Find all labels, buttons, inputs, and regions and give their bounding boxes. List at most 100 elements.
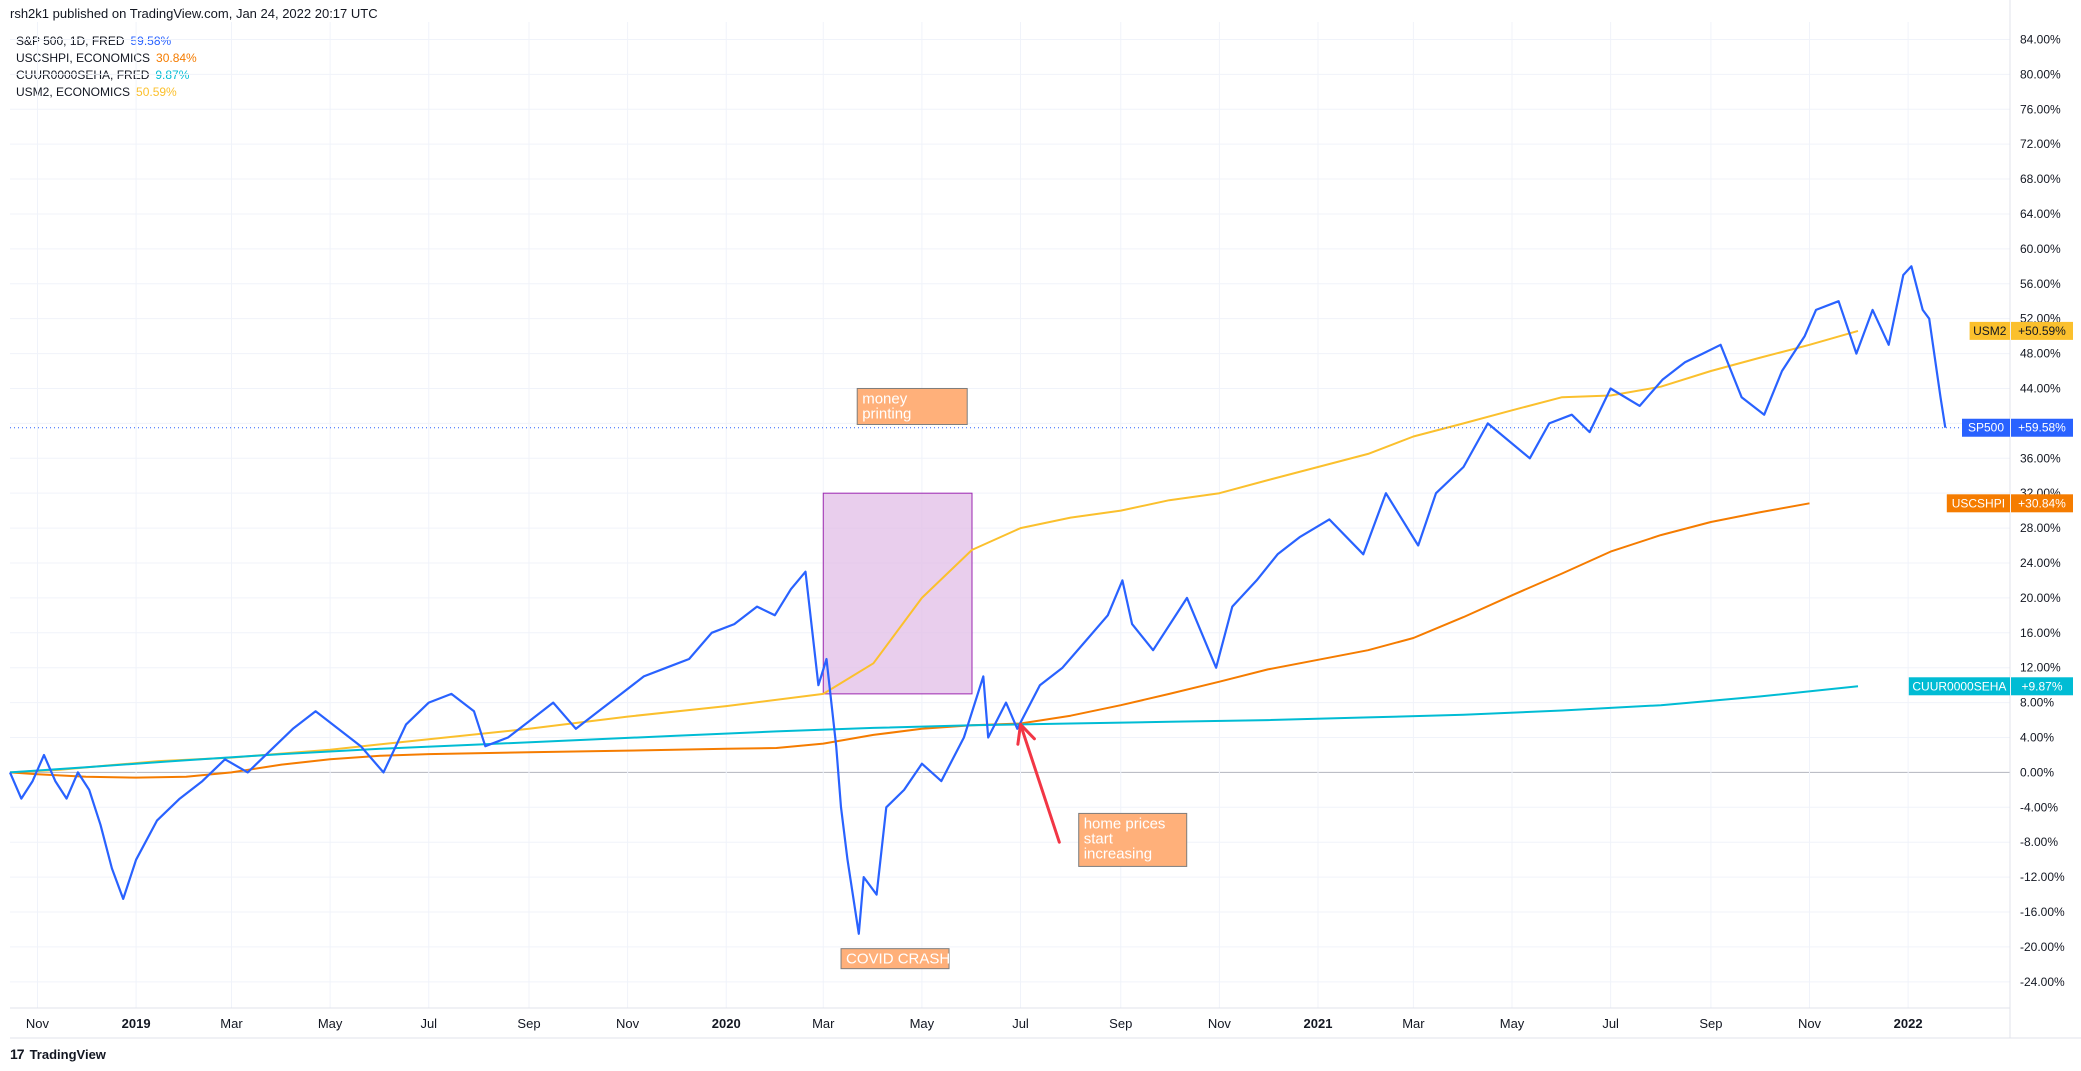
series-line-usm2 [9,329,1859,774]
series-name-tag [1962,418,2010,437]
y-tick-label: 28.00% [2020,521,2061,535]
y-tick-label: 76.00% [2020,102,2061,116]
legend-value: 9.87% [155,68,190,82]
annotation-text-line: home prices [1084,815,1166,832]
publisher-line: rsh2k1 published on TradingView.com, Jan… [10,6,378,21]
series-value-tag-label: +50.59% [2018,324,2066,338]
y-tick-label: 48.00% [2020,347,2061,361]
annotation-box [1078,812,1188,867]
series-value-tag [2011,321,2073,340]
x-tick-label: Mar [220,1016,243,1031]
x-tick-label: Jul [1012,1016,1029,1031]
series-name-tag [1969,321,2010,340]
series-value-tag-label: +9.87% [2021,679,2062,693]
y-tick-label: 24.00% [2020,556,2061,570]
legend-entry-uscshpi[interactable]: USCSHPI, ECONOMICS 30.84% [16,50,197,67]
legend-entry-usm2[interactable]: USM2, ECONOMICS 50.59% [16,84,197,101]
x-tick-label: Mar [1402,1016,1425,1031]
legend-value: 59.58% [130,34,172,48]
x-tick-label: Jul [420,1016,437,1031]
y-tick-label: 4.00% [2020,731,2054,745]
tradingview-mark-icon: 17 [10,1046,25,1062]
legend-label: USM2, ECONOMICS [16,85,131,99]
y-tick-label: 20.00% [2020,591,2061,605]
x-tick-label: 2022 [1894,1016,1923,1031]
y-tick-label: -8.00% [2020,835,2058,849]
y-tick-label: 56.00% [2020,277,2061,291]
annotation-box [856,387,968,425]
series-name-tag-label: SP500 [1968,421,2004,435]
annotation-text-line: printing [862,405,911,422]
y-tick-label: 80.00% [2020,67,2061,81]
x-tick-label: 2019 [122,1016,151,1031]
y-tick-label: 8.00% [2020,696,2054,710]
tradingview-logo[interactable]: 17 TradingView [10,1046,106,1062]
x-tick-label: Sep [1109,1016,1132,1031]
legend-entry-cuur0000seha[interactable]: CUUR0000SEHA, FRED 9.87% [16,67,197,84]
series-name-tag [1908,677,2010,696]
y-tick-label: -12.00% [2020,870,2065,884]
annotation-box [840,948,950,970]
annotation-covid-crash: COVID CRASH [840,948,950,970]
x-tick-label: May [1500,1016,1525,1031]
legend-label: S&P 500, 1D, FRED [16,34,125,48]
last-value-label-cuur0000seha: CUUR0000SEHA +9.87% [1908,677,2073,696]
x-tick-label: Nov [26,1016,50,1031]
legend-label: CUUR0000SEHA, FRED [16,68,150,82]
series-value-tag [2011,677,2073,696]
x-tick-label: Jul [1602,1016,1619,1031]
annotation-text: COVID CRASH [846,951,950,968]
last-value-label-sp500: SP500 +59.58% [1962,418,2073,437]
legend-value: 30.84% [156,51,197,65]
tradingview-brand: TradingView [29,1046,106,1062]
annotation-text-line: increasing [1084,845,1152,862]
series-value-tag-label: +30.84% [2018,496,2066,510]
x-tick-label: Sep [517,1016,540,1031]
y-tick-label: 84.00% [2020,32,2061,46]
x-tick-label: Nov [1798,1016,1822,1031]
y-tick-label: 64.00% [2020,207,2061,221]
y-tick-label: -24.00% [2020,975,2065,989]
y-tick-label: 44.00% [2020,381,2061,395]
annotation-text-line: COVID CRASH [846,951,950,968]
y-tick-label: 12.00% [2020,661,2061,675]
arrow-shaft [1019,722,1061,844]
series-name-tag-label: USCSHPI [1952,496,2005,510]
y-tick-label: 72.00% [2020,137,2061,151]
annotation-text: money printing [862,390,911,422]
y-tick-label: -16.00% [2020,905,2065,919]
y-tick-label: 60.00% [2020,242,2061,256]
annotation-text-line: money [862,390,908,407]
series-name-tag [1946,494,2010,513]
x-tick-label: May [910,1016,935,1031]
grid [10,22,2010,1008]
annotation-text-line: start [1084,830,1114,847]
series-value-tag [2011,494,2073,513]
series-name-tag-label: USM2 [1973,324,2007,338]
series-line-cuur0000seha [9,685,1859,774]
x-tick-label: Mar [812,1016,835,1031]
legend-value: 50.59% [136,85,177,99]
x-tick-label: May [318,1016,343,1031]
annotation-arrow [1016,722,1061,844]
y-tick-label: 0.00% [2020,765,2054,779]
legend-label: USCSHPI, ECONOMICS [16,51,151,65]
money-printing-box [822,492,973,695]
chart-legend: S&P 500, 1D, FRED 59.58% USCSHPI, ECONOMI… [16,33,197,101]
y-tick-label: 16.00% [2020,626,2061,640]
x-tick-label: Nov [616,1016,640,1031]
last-value-label-uscshpi: USCSHPI +30.84% [1946,494,2073,513]
annotation-text: home prices start increasing [1084,815,1166,862]
series-line-sp500 [8,265,1947,935]
x-tick-label: Nov [1208,1016,1232,1031]
arrow-head [1016,722,1036,746]
last-value-label-usm2: USM2 +50.59% [1969,321,2073,340]
x-tick-label: 2020 [712,1016,741,1031]
y-tick-label: 68.00% [2020,172,2061,186]
y-tick-label: 36.00% [2020,451,2061,465]
legend-entry-sp500[interactable]: S&P 500, 1D, FRED 59.58% [16,33,197,50]
series-value-tag-label: +59.58% [2018,421,2066,435]
y-tick-label: -20.00% [2020,940,2065,954]
annotation-home-prices: home prices start increasing [1078,812,1188,867]
